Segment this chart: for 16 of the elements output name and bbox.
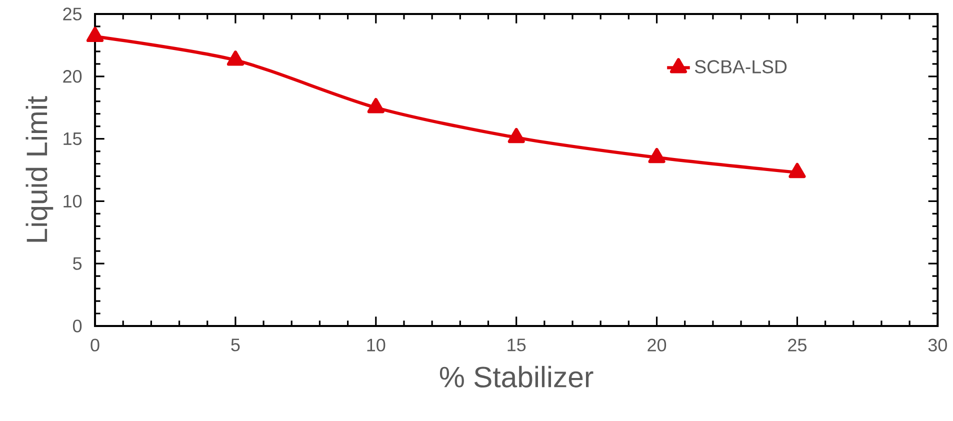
x-tick-label: 0 bbox=[90, 338, 100, 352]
y-tick-label: 5 bbox=[73, 257, 82, 270]
y-tick-label: 10 bbox=[64, 194, 82, 208]
x-tick-label: 15 bbox=[508, 338, 526, 352]
x-axis-title: % Stabilizer bbox=[440, 366, 594, 388]
x-tick-label: 25 bbox=[788, 338, 806, 352]
x-tick-label: 20 bbox=[648, 338, 666, 352]
y-axis-title: Liquid Limit bbox=[26, 96, 54, 242]
y-tick-label: 20 bbox=[63, 70, 82, 83]
legend-label: SCBA-LSD bbox=[694, 60, 787, 74]
y-tick-label: 15 bbox=[64, 132, 82, 146]
x-tick-label: 30 bbox=[928, 338, 947, 352]
x-tick-label: 5 bbox=[231, 338, 240, 352]
y-tick-label: 0 bbox=[73, 320, 82, 332]
y-tick-label: 25 bbox=[63, 8, 82, 20]
x-tick-label: 10 bbox=[367, 338, 386, 352]
